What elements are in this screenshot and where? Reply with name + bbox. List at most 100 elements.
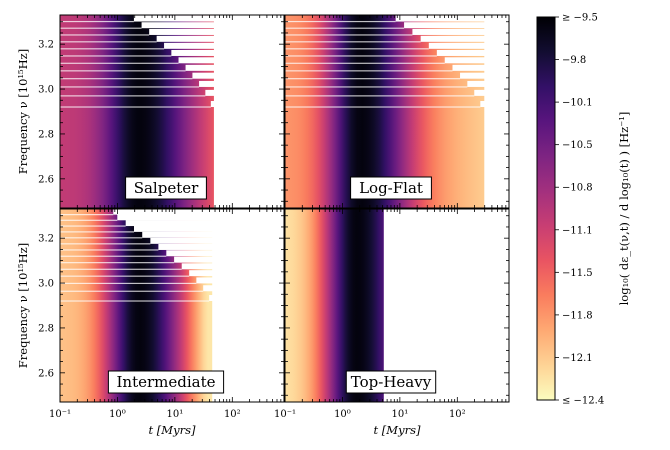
band-line [285, 55, 437, 57]
band-line [60, 255, 167, 257]
band-line [285, 20, 396, 23]
axes-group: 10⁻¹ 10⁰ 10¹ 10² t [Myrs] 10⁻¹ 10⁰ 10¹ 10² t [Myr… [16, 40, 466, 437]
band-line [60, 95, 206, 97]
band-line [285, 106, 481, 108]
x-tick-label: 10⁰ [109, 409, 126, 420]
y-tick-label: 2.6 [38, 368, 54, 379]
band-gap [196, 277, 284, 284]
band-gap [150, 237, 284, 244]
band-line [60, 70, 186, 72]
band-line [60, 41, 157, 43]
panel-label: Salpeter [134, 179, 199, 197]
band-gap [125, 220, 284, 227]
y-tick-label: 2.6 [38, 174, 54, 185]
band-gap [395, 15, 509, 22]
panel-label-box [125, 176, 207, 200]
band-gap [420, 35, 509, 42]
band-line [285, 34, 413, 36]
colorbar-tick-label: −10.8 [562, 183, 593, 194]
band-line [285, 86, 468, 88]
band-line [60, 275, 190, 277]
band-gap [181, 263, 284, 270]
colorbar-tick-label: −10.1 [562, 98, 593, 109]
band-line [60, 106, 211, 108]
colorbar-group: ≥ −9.5 −9.8 −10.1 −10.5 −10.8 −11.1 −11.5 −11.8… [536, 13, 631, 407]
band-gap [480, 101, 509, 108]
band-gap [133, 15, 284, 22]
band-gap [444, 57, 509, 64]
colorbar-tick-label: −11.5 [562, 268, 593, 279]
colorbar-tick-label: ≤ −12.4 [562, 396, 604, 407]
band-gap [158, 243, 284, 250]
band-gap [149, 28, 284, 35]
x-tick-label: 10¹ [167, 409, 184, 420]
colorbar-tick-label: −10.5 [562, 140, 593, 151]
panel-label: Log-Flat [359, 179, 423, 197]
x-tick-label: 10² [224, 409, 241, 420]
y-axis-label: Frequency ν [10¹⁵Hz] [16, 49, 30, 174]
band-line [285, 27, 405, 29]
band-line [60, 34, 150, 36]
band-gap [117, 214, 284, 221]
band-gap [428, 42, 509, 49]
band-line [60, 249, 159, 251]
band-gap [189, 270, 284, 277]
panel-top-heavy: Top-Heavy [284, 208, 510, 403]
band-gap [142, 231, 284, 238]
x-axis-label: t [Myrs] [149, 423, 196, 437]
y-axis-label: Frequency ν [10¹⁵Hz] [16, 243, 30, 368]
band-gap [412, 28, 509, 35]
band-gap [205, 89, 284, 96]
band-line [60, 48, 165, 50]
panel-salpeter: Salpeter [59, 14, 285, 209]
band-gap [452, 64, 509, 71]
band-gap [467, 80, 509, 87]
panel-label-box [350, 176, 432, 200]
y-tick-label: 3.0 [38, 85, 54, 96]
band-line [60, 231, 134, 233]
band-line [60, 55, 172, 57]
band-gap [436, 49, 509, 56]
band-line [60, 78, 193, 80]
band-line [60, 300, 210, 302]
panel-log-flat: Log-Flat [284, 14, 510, 209]
band-gap [185, 64, 284, 71]
y-tick-label: 2.8 [38, 129, 54, 140]
band-line [60, 219, 118, 221]
band-gap [174, 256, 284, 263]
x-tick-label: 10² [449, 409, 466, 420]
colorbar-bar [536, 16, 556, 401]
band-line [60, 237, 143, 239]
band-line [60, 62, 179, 64]
colorbar-tick-label: ≥ −9.5 [562, 13, 598, 24]
band-line [285, 95, 475, 97]
band-gap [133, 225, 284, 232]
band-gap [192, 72, 284, 79]
band-line [285, 62, 445, 64]
x-tick-label: 10⁻¹ [49, 409, 71, 420]
band-line [60, 268, 182, 270]
band-gap [164, 42, 284, 49]
band-line [60, 243, 151, 245]
band-line [285, 41, 421, 43]
colorbar-tick-label: −11.8 [562, 310, 593, 321]
panels-group: Salpeter Log-Flat Intermediate Top-Heavy [59, 14, 510, 403]
band-line [285, 70, 453, 72]
x-tick-label: 10⁻¹ [274, 409, 296, 420]
panel-label-box [107, 370, 225, 394]
band-gap [209, 295, 284, 302]
band-gap [460, 72, 509, 79]
band-line [60, 290, 204, 292]
band-line [285, 48, 429, 50]
heatmap-body [285, 209, 384, 402]
colorbar-tick-label: −11.1 [562, 225, 593, 236]
x-tick-label: 10¹ [392, 409, 409, 420]
panel-label-box [345, 370, 437, 394]
band-gap [178, 57, 284, 64]
band-gap [203, 285, 284, 292]
band-gap [199, 80, 284, 87]
panel-label: Top-Heavy [351, 373, 432, 391]
x-axis-label: t [Myrs] [374, 423, 421, 437]
band-line [60, 20, 134, 23]
